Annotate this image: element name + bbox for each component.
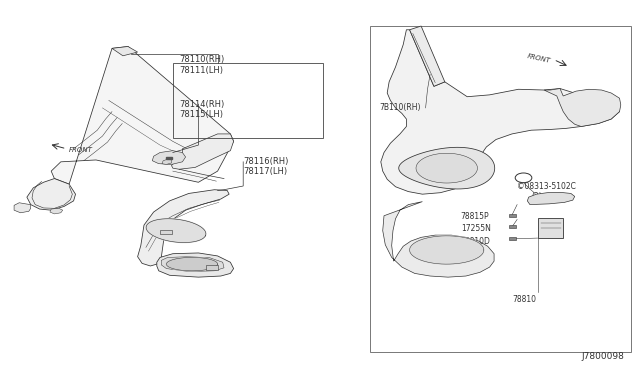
Polygon shape <box>14 203 31 213</box>
Polygon shape <box>399 147 495 189</box>
Text: J7800098: J7800098 <box>581 352 624 361</box>
Bar <box>509 237 516 240</box>
Polygon shape <box>410 236 484 264</box>
Bar <box>166 157 172 159</box>
Text: 78110(RH): 78110(RH) <box>179 55 225 64</box>
Polygon shape <box>146 219 206 243</box>
Text: S: S <box>521 175 526 181</box>
Polygon shape <box>161 257 224 272</box>
Bar <box>538 218 563 238</box>
Polygon shape <box>27 179 76 210</box>
Polygon shape <box>172 134 234 169</box>
Text: 78810D: 78810D <box>461 237 491 246</box>
Text: 7B110(RH): 7B110(RH) <box>379 103 420 112</box>
Circle shape <box>515 173 532 183</box>
Bar <box>370 26 631 352</box>
Bar <box>173 63 323 138</box>
Polygon shape <box>51 46 234 184</box>
Text: 78815P: 78815P <box>461 212 490 221</box>
Polygon shape <box>50 208 63 214</box>
Text: 78116(RH): 78116(RH) <box>243 157 289 166</box>
Polygon shape <box>162 159 172 164</box>
Bar <box>509 225 516 228</box>
Text: 78114(RH): 78114(RH) <box>179 100 225 109</box>
Polygon shape <box>410 26 445 86</box>
Text: FRONT: FRONT <box>69 147 93 153</box>
Text: 17255N: 17255N <box>461 224 491 233</box>
Bar <box>206 265 218 270</box>
Polygon shape <box>152 151 186 164</box>
Polygon shape <box>166 257 218 271</box>
Polygon shape <box>527 192 575 205</box>
Polygon shape <box>138 190 229 266</box>
Text: 78117(LH): 78117(LH) <box>243 167 287 176</box>
Text: 78810: 78810 <box>512 295 536 304</box>
Polygon shape <box>416 153 477 183</box>
Text: ©08313-5102C: ©08313-5102C <box>517 182 576 191</box>
Polygon shape <box>112 46 138 56</box>
Polygon shape <box>544 89 621 126</box>
Polygon shape <box>383 202 494 277</box>
Bar <box>509 214 516 217</box>
Polygon shape <box>381 30 620 194</box>
Text: FRONT: FRONT <box>527 53 552 64</box>
Polygon shape <box>157 253 234 277</box>
Text: 78115(LH): 78115(LH) <box>179 110 223 119</box>
Text: 78111(LH): 78111(LH) <box>179 66 223 75</box>
Text: (2): (2) <box>531 192 542 201</box>
Bar <box>160 230 172 234</box>
